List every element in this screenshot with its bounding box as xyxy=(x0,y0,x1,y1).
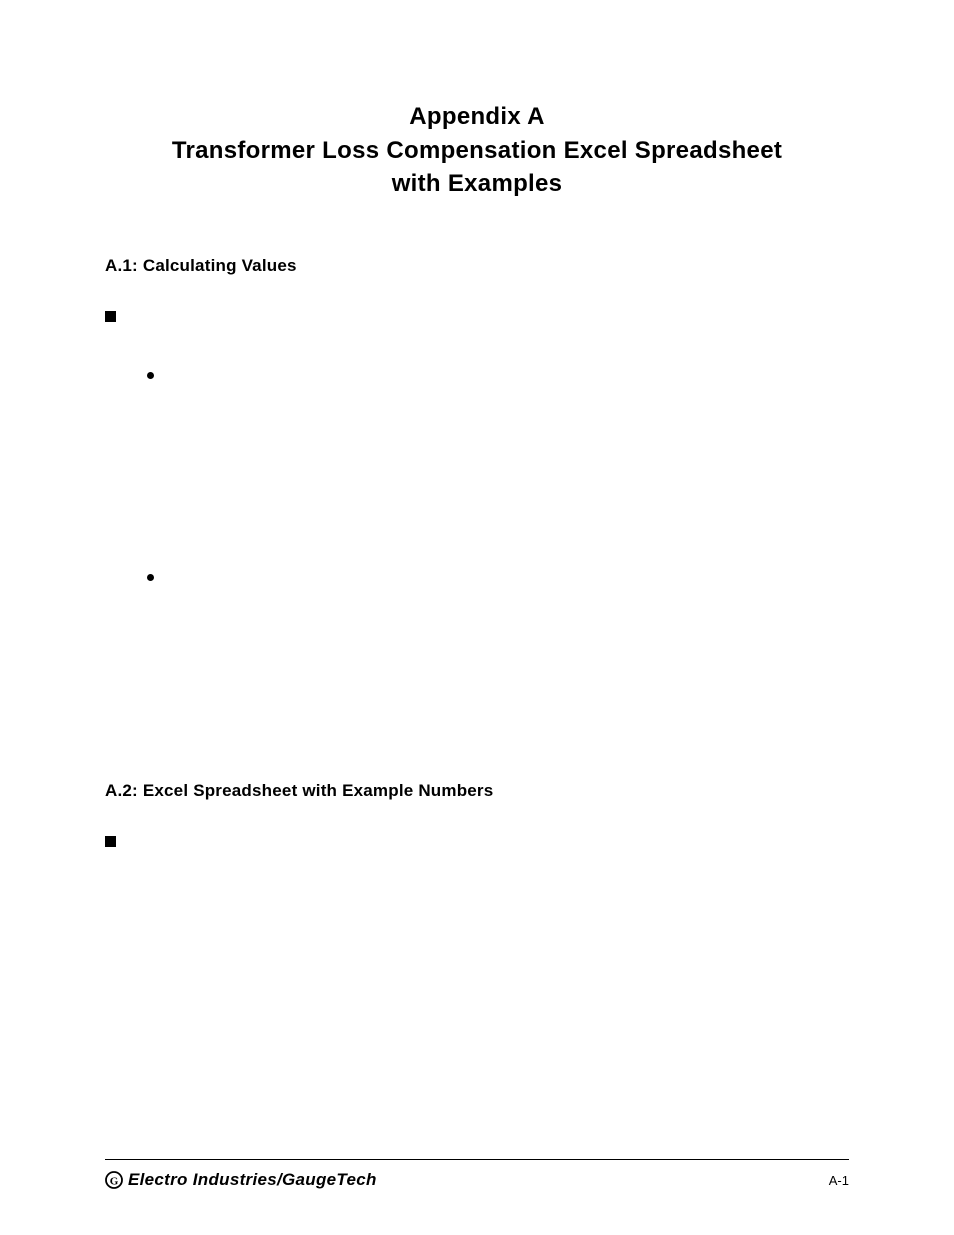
title-line-3: with Examples xyxy=(105,167,849,201)
footer-brand-text: Electro Industries/GaugeTech xyxy=(128,1170,377,1190)
footer-divider xyxy=(105,1159,849,1160)
appendix-title-block: Appendix A Transformer Loss Compensation… xyxy=(105,100,849,201)
page-footer: G Electro Industries/GaugeTech A-1 xyxy=(105,1159,849,1190)
title-line-2: Transformer Loss Compensation Excel Spre… xyxy=(105,134,849,168)
square-bullet xyxy=(105,311,849,372)
title-line-1: Appendix A xyxy=(105,100,849,134)
footer-page-number: A-1 xyxy=(829,1173,849,1188)
square-bullet xyxy=(105,836,849,897)
section-a2: A.2: Excel Spreadsheet with Example Numb… xyxy=(105,781,849,897)
round-bullet xyxy=(105,574,849,736)
brand-logo-icon: G xyxy=(105,1171,123,1189)
footer-left: G Electro Industries/GaugeTech xyxy=(105,1170,377,1190)
section-a2-heading: A.2: Excel Spreadsheet with Example Numb… xyxy=(105,781,849,801)
section-a1: A.1: Calculating Values xyxy=(105,256,849,736)
section-a1-heading: A.1: Calculating Values xyxy=(105,256,849,276)
footer-content: G Electro Industries/GaugeTech A-1 xyxy=(105,1170,849,1190)
round-bullet xyxy=(105,372,849,574)
svg-text:G: G xyxy=(110,1176,119,1188)
